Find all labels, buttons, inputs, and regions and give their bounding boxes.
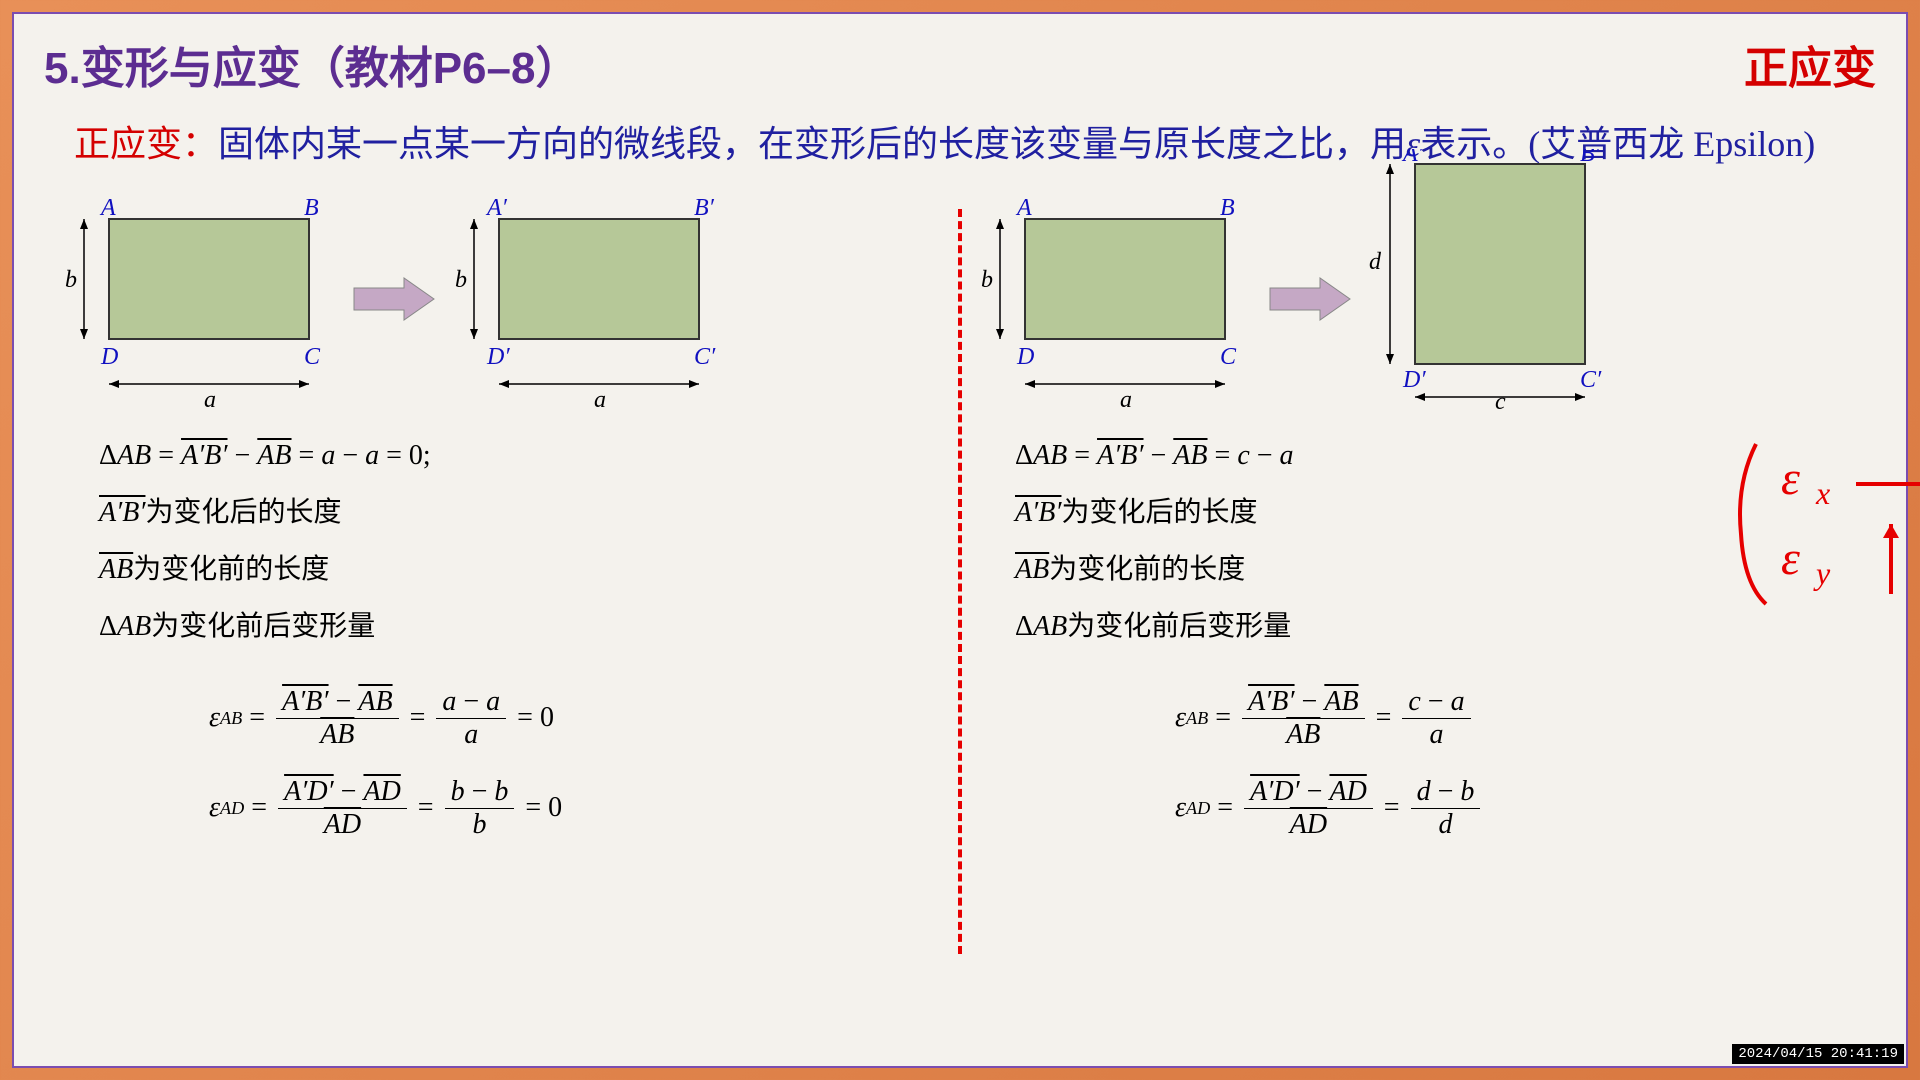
svg-text:c: c (1495, 389, 1506, 409)
right-note-1: A′B′为变化后的长度 (1015, 486, 1861, 539)
svg-text:b: b (65, 267, 77, 293)
content-area: A B C D b a (44, 184, 1876, 964)
svg-text:D′: D′ (486, 344, 510, 370)
svg-text:A′: A′ (485, 195, 508, 221)
svg-text:b: b (981, 267, 993, 293)
left-eps-ad: εAD = A′D′ − ADAD = b − bb = 0 (209, 773, 945, 843)
right-eq-dab: ΔAB = A′B′ − AB = c − a (1015, 429, 1861, 482)
svg-text:B′: B′ (694, 195, 715, 221)
right-fig-2: A′ B′ C′ D′ d c (1365, 149, 1615, 409)
right-column: A B C D b a (960, 184, 1876, 964)
left-figures-row: A B C D b a (59, 184, 945, 414)
right-epsilon-formulas: εAB = A′B′ − ABAB = c − aa εAD = A′D′ − … (1175, 683, 1861, 843)
right-note-2: AB为变化前的长度 (1015, 543, 1861, 596)
svg-text:B′: B′ (1580, 149, 1601, 167)
svg-text:a: a (204, 387, 216, 409)
slide-title: 5.变形与应变（教材P6–8） (44, 32, 579, 96)
svg-text:C′: C′ (694, 344, 716, 370)
svg-text:A: A (1015, 195, 1032, 221)
svg-text:D: D (1016, 344, 1034, 370)
slide-panel: 5.变形与应变（教材P6–8） 正应变 正应变：固体内某一点某一方向的微线段，在… (12, 12, 1908, 1068)
svg-text:a: a (1120, 387, 1132, 409)
svg-text:B: B (304, 195, 319, 221)
left-equations: ΔAB = A′B′ − AB = a − a = 0; A′B′为变化后的长度… (99, 429, 945, 654)
svg-text:b: b (455, 267, 467, 293)
intro-body: 固体内某一点某一方向的微线段，在变形后的长度该变量与原长度之比，用 (218, 124, 1406, 164)
left-fig-1-svg: A B C D b a (59, 189, 339, 409)
right-eps-ab: εAB = A′B′ − ABAB = c − aa (1175, 683, 1861, 753)
slide-topic: 正应变 (1744, 32, 1876, 96)
right-arrow-icon (1265, 274, 1355, 324)
left-arrow-icon (349, 274, 439, 324)
svg-text:A: A (99, 195, 116, 221)
right-fig-1-svg: A B C D b a (975, 189, 1255, 409)
left-note-3: ΔAB为变化前后变形量 (99, 600, 945, 653)
svg-text:a: a (594, 387, 606, 409)
left-fig-1: A B C D b a (59, 189, 339, 409)
title-row: 5.变形与应变（教材P6–8） 正应变 (44, 32, 1876, 96)
left-fig-2: A′ B′ C′ D′ b a (449, 189, 729, 409)
left-fig-2-svg: A′ B′ C′ D′ b a (449, 189, 729, 409)
left-note-1: A′B′为变化后的长度 (99, 486, 945, 539)
left-eq-dab: ΔAB = A′B′ − AB = a − a = 0; (99, 429, 945, 482)
right-fig-2-svg: A′ B′ C′ D′ d c (1365, 149, 1615, 409)
right-eps-ad: εAD = A′D′ − ADAD = d − bd (1175, 773, 1861, 843)
left-epsilon-formulas: εAB = A′B′ − ABAB = a − aa = 0 εAD = A′D… (209, 683, 945, 843)
left-note-2: AB为变化前的长度 (99, 543, 945, 596)
svg-text:d: d (1369, 249, 1382, 275)
right-note-3: ΔAB为变化前后变形量 (1015, 600, 1861, 653)
right-fig-1: A B C D b a (975, 189, 1255, 409)
left-column: A B C D b a (44, 184, 960, 964)
svg-text:C′: C′ (1580, 367, 1602, 393)
right-equations: ΔAB = A′B′ − AB = c − a A′B′为变化后的长度 AB为变… (1015, 429, 1861, 654)
svg-text:D′: D′ (1402, 367, 1426, 393)
svg-text:D: D (100, 344, 118, 370)
svg-text:C: C (304, 344, 321, 370)
svg-text:A′: A′ (1401, 149, 1424, 167)
svg-text:B: B (1220, 195, 1235, 221)
svg-text:C: C (1220, 344, 1237, 370)
timestamp-overlay: 2024/04/15 20:41:19 (1732, 1044, 1904, 1064)
left-eps-ab: εAB = A′B′ − ABAB = a − aa = 0 (209, 683, 945, 753)
right-figures-row: A B C D b a (975, 184, 1861, 414)
intro-prefix: 正应变： (74, 124, 218, 164)
